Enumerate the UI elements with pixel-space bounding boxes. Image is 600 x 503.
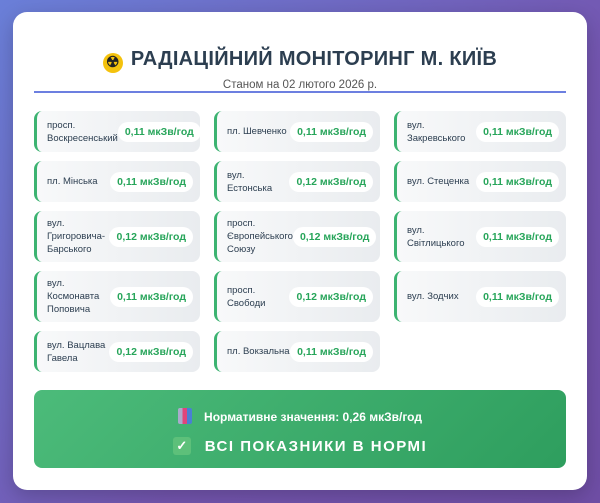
station-value: 0,12 мкЗв/год (289, 286, 373, 307)
station-card: вул. Стеценка 0,11 мкЗв/год (394, 161, 566, 202)
station-name: вул. Світлицького (407, 224, 465, 249)
station-card: пл. Вокзальна 0,11 мкЗв/год (214, 331, 380, 372)
norm-value: Нормативне значення: 0,26 мкЗв/год (34, 408, 566, 424)
station-value: 0,12 мкЗв/год (109, 226, 193, 247)
norm-text: Нормативне значення: 0,26 мкЗв/год (204, 410, 422, 424)
station-value: 0,11 мкЗв/год (117, 121, 201, 142)
station-card: вул. Світлицького 0,11 мкЗв/год (394, 211, 566, 262)
station-card: вул. Зодчих 0,11 мкЗв/год (394, 271, 566, 322)
station-value: 0,11 мкЗв/год (110, 171, 193, 192)
station-value: 0,11 мкЗв/год (476, 286, 559, 307)
station-name: вул. Григоровича-Барського (47, 218, 106, 255)
title-text: РАДІАЦІЙНИЙ МОНІТОРИНГ М. КИЇВ (130, 48, 498, 70)
bar-chart-icon (178, 408, 193, 424)
station-card: просп. Європейського Союзу 0,12 мкЗв/год (214, 211, 380, 262)
station-name: вул. Вацлава Гавела (47, 339, 106, 364)
station-value: 0,11 мкЗв/год (110, 286, 193, 307)
station-card: вул. Григоровича-Барського 0,12 мкЗв/год (34, 211, 200, 262)
station-value: 0,11 мкЗв/год (290, 121, 373, 142)
subtitle-date: Станом на 02 лютого 2026 р. (222, 79, 378, 91)
station-card: вул. Естонська 0,12 мкЗв/год (214, 161, 380, 202)
radiation-icon: ☢ (102, 53, 123, 73)
station-card: просп. Свободи 0,12 мкЗв/год (214, 271, 380, 322)
station-card: вул. Закревського 0,11 мкЗв/год (394, 111, 566, 152)
station-name: вул. Космонавта Поповича (47, 278, 100, 315)
station-card: просп. Воскресенський 0,11 мкЗв/год (34, 111, 201, 152)
station-card: пл. Шевченко 0,11 мкЗв/год (214, 111, 380, 152)
station-value: 0,12 мкЗв/год (289, 171, 373, 192)
stations-grid: просп. Воскресенський 0,11 мкЗв/год пл. Ше… (34, 111, 566, 372)
monitoring-panel: ☢ РАДІАЦІЙНИЙ МОНІТОРИНГ М. КИЇВ Станом н… (13, 12, 587, 490)
check-icon: ✓ (172, 437, 191, 455)
station-card: пл. Мінська 0,11 мкЗв/год (34, 161, 200, 202)
station-name: просп. Європейського Союзу (227, 218, 293, 255)
station-name: вул. Зодчих (407, 291, 459, 302)
station-value: 0,12 мкЗв/год (292, 226, 377, 247)
status-banner: Нормативне значення: 0,26 мкЗв/год ✓ ВСІ … (34, 390, 566, 468)
status-text: ВСІ ПОКАЗНИКИ В НОРМІ (204, 438, 428, 455)
page-title: ☢ РАДІАЦІЙНИЙ МОНІТОРИНГ М. КИЇВ (13, 48, 587, 73)
station-card: вул. Космонавта Поповича 0,11 мкЗв/год (34, 271, 200, 322)
station-name: пл. Шевченко (227, 126, 287, 137)
status-message: ✓ ВСІ ПОКАЗНИКИ В НОРМІ (34, 437, 566, 455)
station-name: вул. Закревського (407, 119, 466, 144)
station-value: 0,12 мкЗв/год (109, 341, 193, 362)
station-value: 0,11 мкЗв/год (476, 226, 559, 247)
station-name: вул. Стеценка (407, 176, 470, 187)
station-name: пл. Вокзальна (227, 346, 290, 357)
station-value: 0,11 мкЗв/год (290, 341, 373, 362)
station-value: 0,11 мкЗв/год (476, 171, 559, 192)
station-name: пл. Мінська (47, 176, 98, 187)
station-name: просп. Воскресенський (47, 119, 118, 144)
station-name: вул. Естонська (227, 169, 273, 194)
divider (34, 91, 566, 93)
station-card: вул. Вацлава Гавела 0,12 мкЗв/год (34, 331, 200, 372)
station-name: просп. Свободи (227, 284, 266, 309)
station-value: 0,11 мкЗв/год (476, 121, 559, 142)
